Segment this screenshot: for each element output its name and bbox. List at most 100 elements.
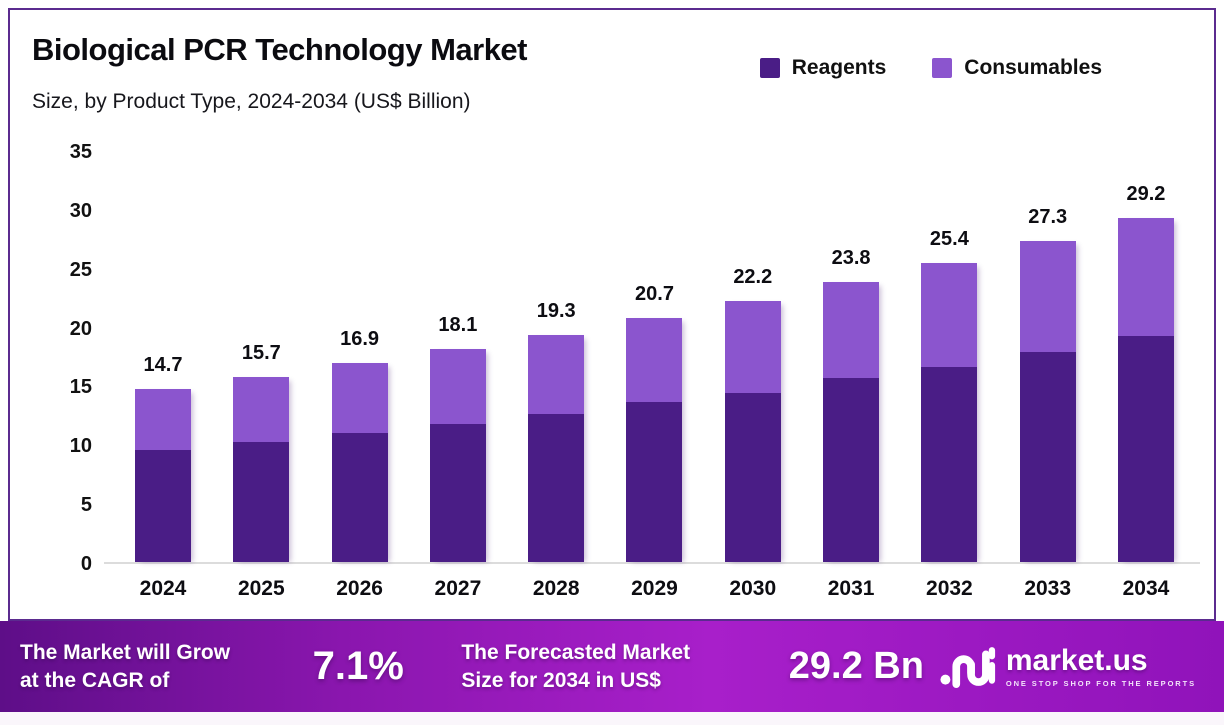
forecast-value: 29.2 Bn [788, 645, 924, 687]
marketus-logo: market.us ONE STOP SHOP FOR THE REPORTS [940, 643, 1197, 688]
bar-stack [1117, 218, 1174, 562]
bar-group: 18.1 2027 [429, 152, 486, 600]
bar-stack [429, 348, 486, 562]
bar-stack [626, 318, 683, 562]
reagents-swatch-icon [759, 58, 780, 78]
bar-group: 23.8 2031 [823, 152, 880, 600]
bar-group: 22.2 2030 [724, 152, 781, 600]
bar-segment-reagents [331, 432, 388, 562]
chart-plot: 14.7 2024 15.7 2025 16.9 2026 18.1 2027 19.3 2028… [104, 152, 1200, 600]
x-axis-label: 2027 [434, 577, 482, 600]
marketus-logo-text: market.us ONE STOP SHOP FOR THE REPORTS [1005, 643, 1197, 688]
x-axis-label: 2028 [532, 577, 580, 600]
y-axis: 0 5 10 15 20 25 30 35 [40, 142, 92, 574]
bar-stack [135, 388, 191, 562]
bar-segment-reagents [1117, 336, 1174, 562]
legend-item-consumables: Consumables [932, 56, 1102, 80]
bar-segment-consumables [823, 281, 880, 379]
y-axis-tick-label: 25 [69, 258, 92, 281]
bar-segment-reagents [921, 366, 978, 562]
legend-label-reagents: Reagents [791, 56, 887, 79]
x-axis-label: 2031 [827, 577, 875, 600]
chart-frame: Biological PCR Technology Market Size, b… [8, 8, 1216, 621]
consumables-swatch-icon [932, 58, 953, 78]
bar-total-label: 23.8 [831, 246, 871, 269]
x-axis-label: 2034 [1122, 577, 1170, 600]
legend-label-consumables: Consumables [964, 56, 1102, 79]
bottom-banner: The Market will Grow at the CAGR of 7.1%… [0, 621, 1224, 712]
bar-group: 15.7 2025 [233, 152, 290, 600]
bar-group: 14.7 2024 [135, 152, 191, 600]
bar-segment-consumables [528, 334, 585, 414]
bar-segment-reagents [528, 413, 585, 562]
y-axis-tick-label: 5 [80, 494, 92, 517]
forecast-caption-line1: The Forecasted Market [461, 641, 691, 665]
bar-stack [331, 363, 388, 562]
y-axis-tick-label: 15 [69, 376, 92, 399]
cagr-value: 7.1% [312, 644, 404, 688]
x-axis-label: 2030 [729, 577, 777, 600]
bar-total-label: 16.9 [340, 328, 380, 351]
bar-stack [921, 263, 978, 562]
bar-total-label: 22.2 [733, 265, 773, 288]
y-axis-tick-label: 10 [69, 435, 92, 458]
bar-segment-reagents [823, 378, 880, 562]
bar-segment-consumables [331, 363, 388, 433]
bar-segment-consumables [921, 263, 978, 367]
bar-group: 20.7 2029 [626, 152, 683, 600]
marketus-logo-tagline: ONE STOP SHOP FOR THE REPORTS [1005, 678, 1197, 688]
bar-stack [724, 300, 781, 562]
bar-segment-consumables [135, 388, 191, 451]
bottom-margin [0, 712, 1224, 725]
bar-total-label: 27.3 [1028, 205, 1068, 228]
x-axis-label: 2026 [336, 577, 383, 600]
bar-total-label: 19.3 [536, 299, 576, 322]
bar-stack [233, 377, 290, 562]
bar-segment-consumables [1117, 218, 1174, 336]
page-title: Biological PCR Technology Market [32, 32, 528, 67]
bar-segment-reagents [233, 441, 290, 562]
bar-total-label: 25.4 [929, 228, 969, 251]
x-axis-label: 2025 [237, 577, 285, 600]
bar-segment-consumables [429, 348, 486, 425]
y-axis-tick-label: 20 [69, 317, 92, 340]
bar-segment-consumables [724, 300, 781, 393]
bar-segment-reagents [626, 401, 683, 562]
bar-stack [1019, 240, 1076, 562]
x-axis-label: 2024 [139, 577, 187, 600]
bar-total-label: 29.2 [1126, 183, 1166, 206]
bar-group: 25.4 2032 [921, 152, 978, 600]
cagr-caption: The Market will Grow at the CAGR of [20, 639, 285, 694]
stacked-bar-chart: 0 5 10 15 20 25 30 35 14.7 2024 15.7 2025 16.9 2026 1… [40, 142, 1200, 600]
bar-group: 19.3 2028 [528, 152, 585, 600]
bar-segment-consumables [626, 318, 683, 402]
y-axis-tick-label: 30 [69, 199, 92, 222]
bar-total-label: 20.7 [635, 283, 674, 306]
bar-group: 16.9 2026 [331, 152, 388, 600]
bar-segment-consumables [233, 377, 290, 442]
bar-total-label: 18.1 [438, 313, 478, 336]
marketus-logo-name: market.us [1005, 643, 1148, 677]
y-axis-tick-label: 0 [80, 553, 92, 575]
legend: Reagents Consumables [759, 56, 1102, 80]
bar-total-label: 15.7 [241, 342, 281, 365]
bar-group: 29.2 2034 [1117, 152, 1174, 600]
bar-stack [528, 334, 585, 562]
bar-segment-reagents [724, 392, 781, 562]
bar-group: 27.3 2033 [1019, 152, 1076, 600]
forecast-caption: The Forecasted Market Size for 2034 in U… [461, 639, 753, 694]
legend-item-reagents: Reagents [759, 56, 887, 80]
bar-segment-reagents [429, 424, 486, 562]
y-axis-tick-label: 35 [69, 141, 92, 163]
x-axis-label: 2029 [631, 577, 678, 600]
bar-segment-consumables [1019, 240, 1076, 353]
page-subtitle: Size, by Product Type, 2024-2034 (US$ Bi… [32, 90, 471, 113]
bar-stack [823, 281, 880, 562]
bar-total-label: 14.7 [143, 353, 183, 376]
bar-segment-reagents [1019, 352, 1076, 562]
x-axis-label: 2033 [1024, 577, 1072, 600]
cagr-caption-line1: The Market will Grow [20, 641, 231, 665]
forecast-caption-line2: Size for 2034 in US$ [461, 668, 661, 692]
cagr-caption-line2: at the CAGR of [20, 668, 170, 692]
